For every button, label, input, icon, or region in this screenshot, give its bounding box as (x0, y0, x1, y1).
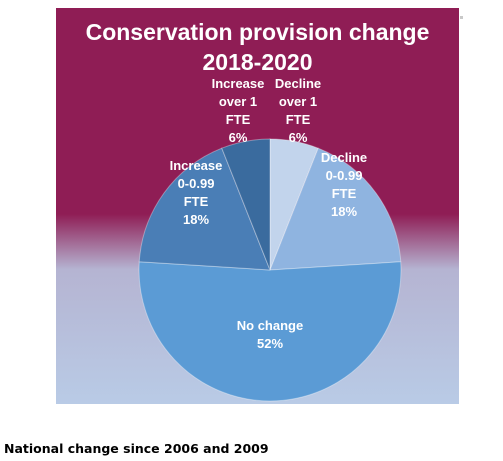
pie-slice (221, 138, 271, 271)
chart-panel: Conservation provision change 2018-2020 … (56, 8, 459, 404)
pie-slice (269, 147, 402, 271)
decorative-dot (460, 16, 463, 19)
chart-title-line-2: 2018-2020 (202, 49, 313, 75)
chart-title-line-1: Conservation provision change (85, 19, 430, 45)
slice-label: Decline 0-0.99 FTE 18% (321, 150, 367, 219)
slice-label: Increase over 1 FTE 6% (212, 76, 265, 145)
pie-slice (138, 147, 271, 271)
section-heading: National change since 2006 and 2009 (4, 441, 269, 456)
pie-slice (269, 138, 319, 271)
slice-label: No change 52% (237, 318, 303, 351)
pie-slice (138, 261, 402, 402)
slice-label: Increase 0-0.99 FTE 18% (170, 158, 223, 227)
pie-chart: Decline over 1 FTE 6%Decline 0-0.99 FTE 18% No … (138, 76, 402, 402)
slice-label: Decline over 1 FTE 6% (275, 76, 321, 145)
